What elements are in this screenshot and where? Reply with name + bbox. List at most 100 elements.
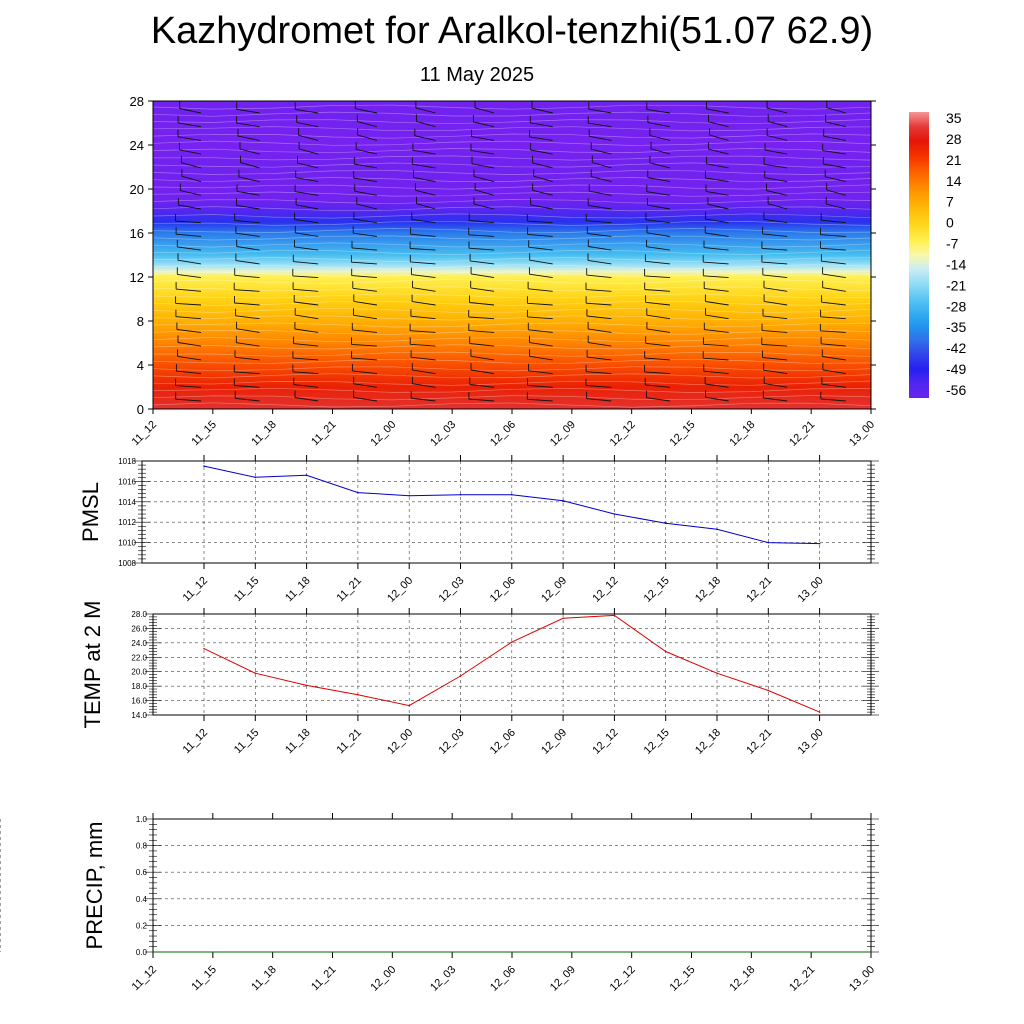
wind-barb	[586, 350, 612, 361]
wind-barb	[821, 377, 846, 388]
wind-barb	[585, 364, 612, 375]
wind-barb	[411, 294, 436, 306]
contour-line	[152, 315, 872, 321]
wind-barb	[526, 296, 553, 306]
data-point	[305, 684, 308, 687]
wind-barb	[236, 321, 260, 333]
y-tick-label: 20.0	[131, 668, 147, 677]
wind-barb	[294, 102, 319, 114]
wind-barb	[706, 156, 729, 169]
wind-barb	[236, 239, 260, 251]
x-tick-label: 12_21	[744, 727, 774, 757]
colorbar-label: -49	[946, 361, 966, 377]
y-tick-label: 24	[130, 138, 144, 153]
wind-barb	[294, 239, 319, 251]
wind-barb	[528, 267, 553, 279]
wind-barb	[234, 213, 260, 224]
wind-barb	[761, 255, 788, 265]
x-tick-label: 12_06	[488, 727, 518, 757]
wind-barb	[820, 336, 846, 347]
wind-barb	[705, 308, 729, 320]
wind-barb	[294, 390, 319, 402]
wind-barb	[761, 337, 788, 347]
wind-barb	[526, 392, 553, 402]
wind-barb	[238, 169, 260, 183]
wind-barb	[704, 294, 729, 306]
colorbar-label: 35	[946, 110, 962, 126]
wind-barb	[468, 323, 495, 333]
wind-barb	[354, 184, 377, 196]
wind-barb	[409, 323, 436, 333]
contour-line	[152, 402, 872, 408]
wind-barb	[647, 170, 671, 183]
wind-barb	[354, 101, 377, 114]
wind-barb	[647, 115, 671, 128]
wind-barb	[175, 309, 202, 320]
wind-barb	[293, 295, 319, 306]
contour-line	[152, 344, 872, 350]
x-tick-label: 12_06	[488, 964, 518, 994]
x-tick-label: 12_09	[548, 964, 578, 994]
wind-barb	[526, 214, 553, 224]
wind-barb	[298, 128, 319, 141]
wind-barb	[704, 171, 729, 183]
data-point	[357, 491, 359, 494]
wind-barb	[587, 116, 612, 128]
wind-barb	[703, 240, 729, 251]
wind-barb	[356, 114, 378, 128]
y-tick-label: 8	[137, 314, 144, 329]
wind-barb	[293, 336, 319, 347]
contour-line	[152, 380, 872, 386]
wind-barb	[820, 227, 846, 237]
y-tick-label: 18.0	[131, 682, 147, 691]
wind-barb	[822, 280, 846, 292]
x-tick-label: 12_12	[590, 575, 620, 605]
wind-barb	[761, 323, 788, 333]
colorbar-label: 0	[946, 215, 954, 231]
contour-line	[152, 104, 872, 110]
plot-frame	[152, 818, 872, 953]
wind-barb	[529, 115, 553, 128]
wind-barb	[469, 253, 495, 265]
wind-barb	[527, 281, 553, 292]
x-tick-label: 12_03	[428, 419, 458, 449]
wind-barb	[766, 183, 788, 196]
plot-frame	[141, 460, 872, 564]
wind-barb	[237, 129, 260, 141]
x-tick-label: 11_21	[334, 727, 364, 757]
wind-barb	[588, 184, 612, 196]
contour-line	[152, 191, 872, 197]
y-tick-label: 28.0	[131, 610, 147, 619]
wind-barb	[233, 378, 260, 388]
wind-barb	[763, 157, 788, 169]
x-tick-label: 12_09	[539, 575, 569, 605]
wind-barb	[709, 128, 729, 141]
wind-barb	[351, 363, 377, 375]
contour-line	[152, 271, 872, 277]
wind-barb	[177, 335, 202, 347]
x-tick-label: 11_21	[309, 419, 339, 449]
precip-panel: 0.0 0.2 0.4 0.6 0.8 1.0 11_12 11_15 11_18 11_21 12…	[0, 813, 879, 994]
contour-line	[152, 220, 872, 226]
colorbar-label: -42	[946, 340, 966, 356]
data-point	[613, 614, 616, 617]
wind-barb	[236, 116, 260, 128]
y-tick-label: 1016	[118, 477, 136, 486]
wind-barb	[469, 295, 495, 306]
wind-barb	[351, 337, 377, 347]
x-tick-label: 12_18	[727, 419, 757, 449]
wind-barb	[292, 268, 319, 279]
wind-barb	[763, 280, 788, 292]
data-point	[818, 711, 821, 713]
page-subtitle: 11 May 2025	[419, 64, 535, 86]
wind-barb	[704, 377, 729, 388]
contour-line	[152, 301, 872, 306]
data-point	[408, 494, 411, 497]
wind-barb	[470, 143, 495, 155]
wind-barb	[295, 197, 319, 210]
wind-barb	[529, 253, 553, 265]
y-axis-label: TEMP at 2 M	[80, 601, 105, 729]
colorbar: 35 28 21 14 7 0 -7 -14 -21 -28 -35 -42 -49 -56	[909, 110, 966, 398]
contour-line	[152, 358, 872, 364]
